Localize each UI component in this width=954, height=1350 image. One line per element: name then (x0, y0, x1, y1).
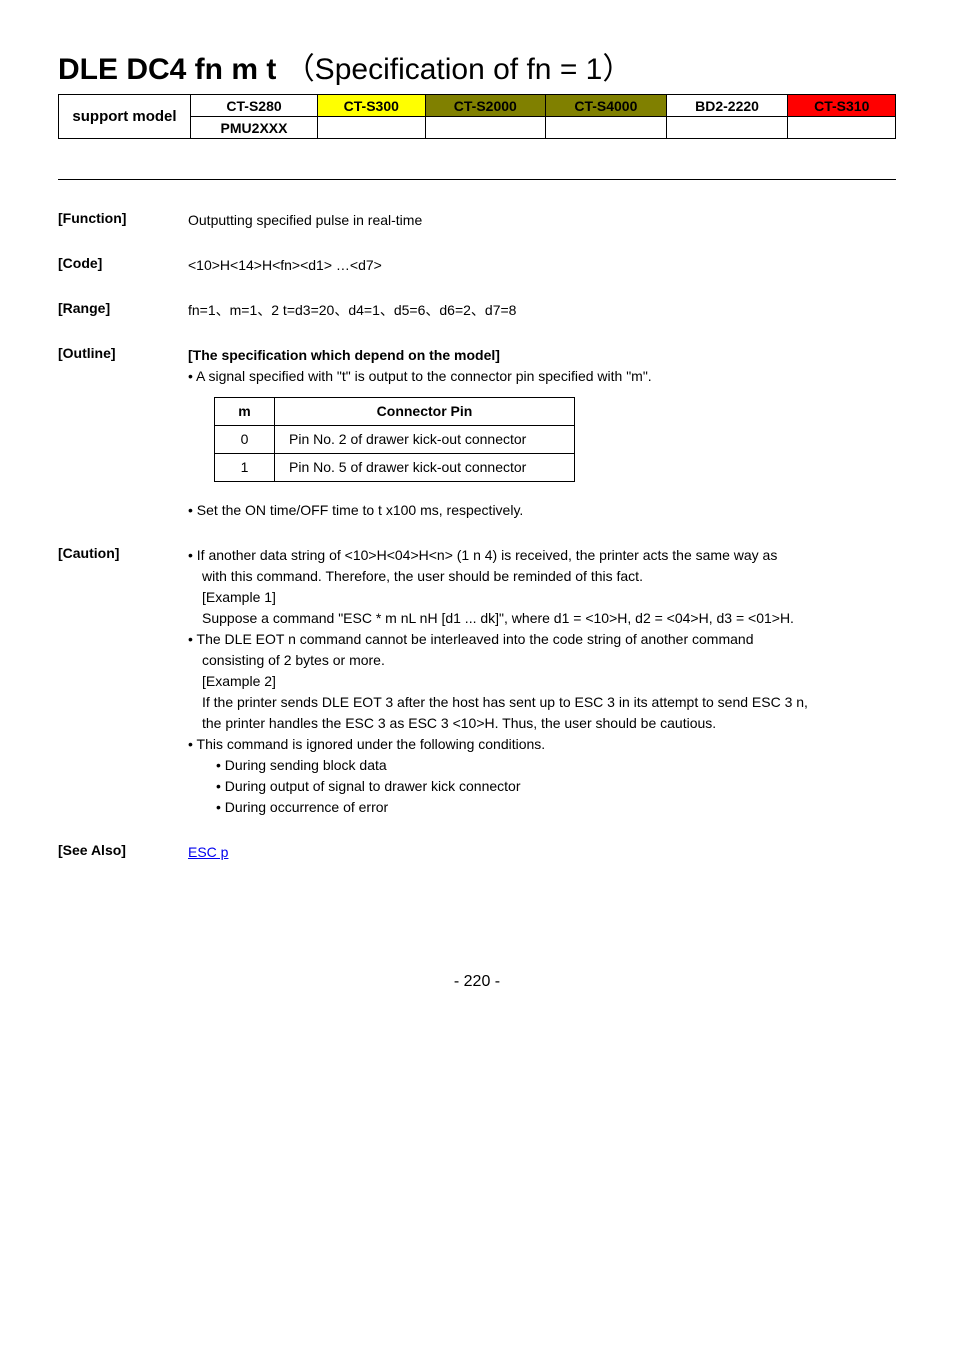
caution-line: • During occurrence of error (188, 797, 896, 818)
support-cell (318, 117, 426, 139)
table-row: m Connector Pin (215, 398, 575, 426)
caution-line: with this command. Therefore, the user s… (188, 566, 896, 587)
outline-label: [Outline] (58, 345, 188, 361)
caution-content: • If another data string of <10>H<04>H<n… (188, 545, 896, 818)
title-sub: （Specification of fn = 1） (285, 53, 633, 86)
support-header: CT-S4000 (546, 95, 667, 117)
support-header: CT-S280 (191, 95, 318, 117)
support-header: CT-S2000 (425, 95, 546, 117)
code-text: <10>H<14>H<fn><d1> …<d7> (188, 255, 896, 276)
pin-m: 1 (215, 454, 275, 482)
caution-line: [Example 2] (188, 671, 896, 692)
function-label: [Function] (58, 210, 188, 226)
support-header: CT-S310 (788, 95, 896, 117)
section-caution: [Caution] • If another data string of <1… (58, 545, 896, 818)
pin-text: Pin No. 5 of drawer kick-out connector (275, 454, 575, 482)
section-range: [Range] fn=1、m=1、2 t=d3=20、d4=1、d5=6、d6=… (58, 300, 896, 321)
connector-pin-table: m Connector Pin 0 Pin No. 2 of drawer ki… (214, 397, 575, 482)
section-function: [Function] Outputting specified pulse in… (58, 210, 896, 231)
support-cell: PMU2XXX (191, 117, 318, 139)
support-cell (425, 117, 546, 139)
support-cell (546, 117, 667, 139)
range-label: [Range] (58, 300, 188, 316)
title-main: DLE DC4 fn m t (58, 53, 276, 86)
outline-line: • Set the ON time/OFF time to t x100 ms,… (188, 500, 896, 521)
caution-line: consisting of 2 bytes or more. (188, 650, 896, 671)
section-outline: [Outline] [The specification which depen… (58, 345, 896, 521)
caution-line: • The DLE EOT n command cannot be interl… (188, 629, 896, 650)
caution-line: • During sending block data (188, 755, 896, 776)
table-row: support model CT-S280 CT-S300 CT-S2000 C… (59, 95, 896, 117)
support-model-table: support model CT-S280 CT-S300 CT-S2000 C… (58, 94, 896, 139)
caution-line: • During output of signal to drawer kick… (188, 776, 896, 797)
caution-line: • If another data string of <10>H<04>H<n… (188, 545, 896, 566)
outline-heading: [The specification which depend on the m… (188, 345, 896, 366)
caution-line: the printer handles the ESC 3 as ESC 3 <… (188, 713, 896, 734)
caution-line: • This command is ignored under the foll… (188, 734, 896, 755)
support-cell (666, 117, 788, 139)
support-model-label: support model (59, 95, 191, 139)
support-header: CT-S300 (318, 95, 426, 117)
outline-content: [The specification which depend on the m… (188, 345, 896, 521)
table-row: 1 Pin No. 5 of drawer kick-out connector (215, 454, 575, 482)
divider (58, 179, 896, 180)
pin-m: 0 (215, 426, 275, 454)
table-row: 0 Pin No. 2 of drawer kick-out connector (215, 426, 575, 454)
caution-label: [Caution] (58, 545, 188, 561)
caution-line: If the printer sends DLE EOT 3 after the… (188, 692, 896, 713)
pin-header-m: m (215, 398, 275, 426)
section-code: [Code] <10>H<14>H<fn><d1> …<d7> (58, 255, 896, 276)
function-text: Outputting specified pulse in real-time (188, 210, 896, 231)
pin-text: Pin No. 2 of drawer kick-out connector (275, 426, 575, 454)
caution-line: Suppose a command "ESC * m nL nH [d1 ...… (188, 608, 896, 629)
code-label: [Code] (58, 255, 188, 271)
outline-line: • A signal specified with "t" is output … (188, 366, 896, 387)
page-number: - 220 - (58, 973, 896, 991)
seealso-label: [See Also] (58, 842, 188, 858)
page-title: DLE DC4 fn m t （Specification of fn = 1） (58, 44, 896, 88)
pin-header-cp: Connector Pin (275, 398, 575, 426)
range-text: fn=1、m=1、2 t=d3=20、d4=1、d5=6、d6=2、d7=8 (188, 300, 896, 321)
section-seealso: [See Also] ESC p (58, 842, 896, 863)
seealso-link[interactable]: ESC p (188, 844, 228, 860)
support-header: BD2-2220 (666, 95, 788, 117)
seealso-content: ESC p (188, 842, 896, 863)
caution-line: [Example 1] (188, 587, 896, 608)
support-cell (788, 117, 896, 139)
